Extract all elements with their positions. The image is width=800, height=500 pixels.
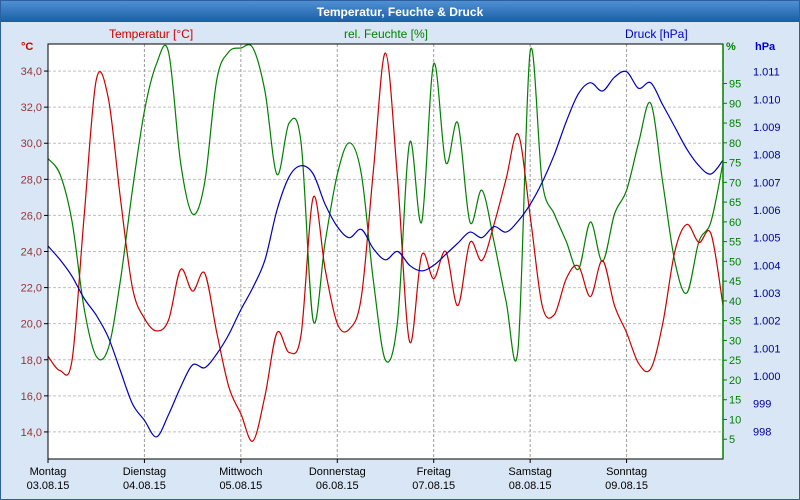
temperature-series	[48, 52, 723, 442]
svg-text:998: 998	[753, 426, 771, 438]
svg-text:14,0: 14,0	[21, 427, 42, 439]
pressure-unit-label: hPa	[755, 41, 776, 53]
svg-text:1.000: 1.000	[753, 371, 781, 383]
svg-text:30,0: 30,0	[21, 138, 42, 150]
svg-text:80: 80	[729, 138, 741, 150]
svg-text:50: 50	[729, 256, 741, 268]
svg-text:90: 90	[729, 98, 741, 110]
svg-text:1.003: 1.003	[753, 288, 781, 300]
svg-text:65: 65	[729, 197, 741, 209]
svg-text:09.08.15: 09.08.15	[605, 480, 648, 492]
svg-text:18,0: 18,0	[21, 355, 42, 367]
svg-text:999: 999	[753, 399, 771, 411]
window-titlebar[interactable]: Temperatur, Feuchte & Druck	[1, 1, 799, 22]
svg-text:Freitag: Freitag	[417, 466, 451, 478]
svg-text:20,0: 20,0	[21, 319, 42, 331]
svg-text:25: 25	[729, 355, 741, 367]
humidity-series	[48, 44, 723, 363]
svg-text:1.007: 1.007	[753, 177, 781, 189]
svg-text:Dienstag: Dienstag	[123, 466, 166, 478]
svg-text:03.08.15: 03.08.15	[27, 480, 70, 492]
svg-text:1.006: 1.006	[753, 205, 781, 217]
svg-text:1.008: 1.008	[753, 150, 781, 162]
svg-text:07.08.15: 07.08.15	[412, 480, 455, 492]
svg-text:60: 60	[729, 217, 741, 229]
svg-text:35: 35	[729, 316, 741, 328]
svg-text:34,0: 34,0	[21, 66, 42, 78]
chart-area: Temperatur [°C] rel. Feuchte [%] Druck […	[1, 22, 799, 499]
svg-text:Mittwoch: Mittwoch	[219, 466, 262, 478]
svg-text:28,0: 28,0	[21, 174, 42, 186]
svg-text:05.08.15: 05.08.15	[219, 480, 262, 492]
window-title: Temperatur, Feuchte & Druck	[316, 4, 484, 19]
svg-text:06.08.15: 06.08.15	[316, 480, 359, 492]
svg-text:30: 30	[729, 335, 741, 347]
svg-text:26,0: 26,0	[21, 210, 42, 222]
svg-text:Donnerstag: Donnerstag	[309, 466, 366, 478]
svg-text:20: 20	[729, 375, 741, 387]
svg-text:70: 70	[729, 177, 741, 189]
svg-text:45: 45	[729, 276, 741, 288]
svg-text:10: 10	[729, 414, 741, 426]
svg-text:32,0: 32,0	[21, 102, 42, 114]
temperature-unit-label: °C	[21, 41, 34, 53]
svg-text:95: 95	[729, 79, 741, 91]
svg-text:08.08.15: 08.08.15	[509, 480, 552, 492]
svg-text:Sonntag: Sonntag	[606, 466, 647, 478]
svg-text:04.08.15: 04.08.15	[123, 480, 166, 492]
temperature-axis-labels: 14,0 16,0 18,0 20,0 22,0 24,0 26,0 28,0 30,0 32,0…	[21, 66, 48, 439]
svg-text:15: 15	[729, 395, 741, 407]
svg-text:1.001: 1.001	[753, 343, 781, 355]
svg-text:55: 55	[729, 237, 741, 249]
vertical-gridlines	[143, 44, 628, 459]
svg-text:Samstag: Samstag	[508, 466, 551, 478]
svg-text:22,0: 22,0	[21, 283, 42, 295]
legend-humidity: rel. Feuchte [%]	[343, 27, 429, 41]
svg-text:24,0: 24,0	[21, 247, 42, 259]
humidity-axis-labels: 5 10 15 20 25 30 35 40 45 50 55 60 65 70 75 80 85 90 95	[723, 79, 741, 446]
svg-text:Montag: Montag	[30, 466, 67, 478]
svg-text:1.002: 1.002	[753, 316, 781, 328]
pressure-axis-labels: 998 999 1.000 1.001 1.002 1.003 1.004 1.005 1.00…	[753, 67, 781, 439]
day-axis-labels: Montag 03.08.15 Dienstag 04.08.15 Mittwoch 05…	[27, 459, 648, 492]
pressure-series	[48, 70, 723, 438]
legend-temperature: Temperatur [°C]	[109, 27, 194, 41]
svg-text:16,0: 16,0	[21, 391, 42, 403]
legend-pressure: Druck [hPa]	[625, 27, 688, 41]
svg-text:40: 40	[729, 296, 741, 308]
weather-chart: 14,0 16,0 18,0 20,0 22,0 24,0 26,0 28,0 30,0 32,0…	[21, 43, 781, 492]
svg-text:1.011: 1.011	[753, 67, 780, 79]
svg-text:85: 85	[729, 118, 741, 130]
svg-text:1.010: 1.010	[753, 94, 781, 106]
svg-text:75: 75	[729, 158, 741, 170]
svg-text:1.005: 1.005	[753, 233, 781, 245]
svg-text:5: 5	[729, 434, 735, 446]
svg-text:1.004: 1.004	[753, 260, 781, 272]
svg-text:1.009: 1.009	[753, 122, 781, 134]
humidity-unit-label: %	[726, 41, 736, 53]
